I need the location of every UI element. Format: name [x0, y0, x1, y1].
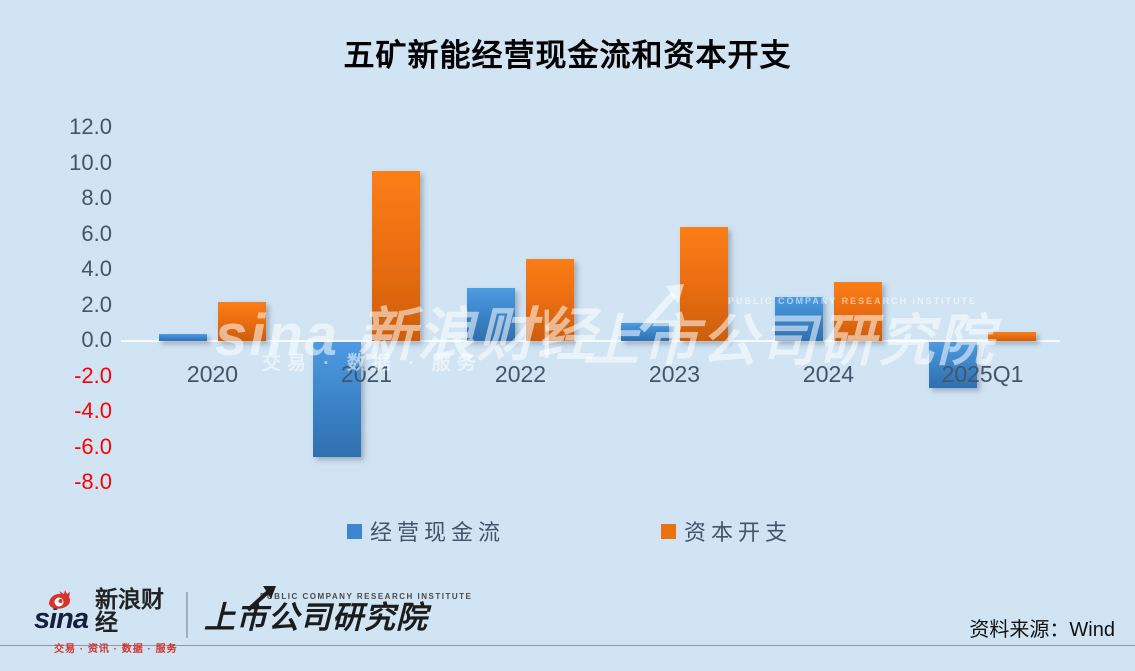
x-label-2022: 2022: [494, 361, 547, 387]
sina-eye-icon: [49, 590, 71, 609]
x-label-2020: 2020: [186, 361, 239, 387]
data-source-label: 资料来源：Wind: [969, 619, 1115, 641]
bar-2024-capex: [834, 282, 882, 341]
y-tick-8: 8.0: [81, 185, 112, 210]
sina-brand-text: 新浪财经: [95, 586, 165, 635]
legend-swatch-orange: [661, 523, 676, 539]
x-label-2023: 2023: [648, 361, 701, 387]
y-tick--2: -2.0: [74, 362, 112, 388]
y-tick--8: -8.0: [74, 469, 112, 494]
y-tick--6: -6.0: [74, 433, 112, 459]
y-tick-0: 0.0: [81, 327, 112, 352]
zero-axis-line: [121, 340, 1060, 342]
institute-en-text: PUBLIC COMPANY RESEARCH INSTITUTE: [260, 592, 473, 601]
y-tick-4: 4.0: [81, 256, 112, 281]
sina-finance-logo: sina 新浪财经 交易 · 资讯 · 数据 · 服务: [34, 586, 184, 656]
legend-item-capex: 资本开支: [661, 518, 793, 545]
sina-tagline: 交易 · 资讯 · 数据 · 服务: [54, 644, 178, 655]
bar-2024-cashflow: [775, 296, 823, 341]
bar-2021-capex: [372, 170, 420, 341]
y-tick-2: 2.0: [81, 291, 112, 317]
bar-2022-cashflow: [467, 287, 515, 341]
y-tick-12: 12.0: [69, 114, 112, 139]
x-label-2024: 2024: [802, 361, 855, 387]
legend-swatch-blue: [347, 523, 362, 539]
bar-2022-capex: [526, 259, 574, 341]
institute-logo: PUBLIC COMPANY RESEARCH INSTITUTE 上市公司研究…: [204, 586, 473, 635]
bar-2020-cashflow: [159, 333, 207, 341]
bar-2025Q1-capex: [988, 332, 1036, 341]
bar-2023-cashflow: [621, 323, 669, 341]
bar-2021-cashflow: [313, 342, 361, 458]
y-tick--4: -4.0: [74, 398, 112, 423]
institute-arrow-icon: [246, 586, 276, 612]
footer-logo-separator: [186, 592, 188, 638]
x-label-2025Q1: 2025Q1: [941, 361, 1024, 387]
chart-title: 五矿新能经营现金流和资本开支: [343, 38, 792, 73]
legend-item-operating-cashflow: 经营现金流: [347, 518, 506, 545]
y-tick-6: 6.0: [81, 220, 112, 246]
sina-logo-text: sina: [34, 603, 89, 635]
footer-divider-line: [0, 645, 1135, 646]
bar-2023-capex: [680, 227, 728, 341]
bar-2020-capex: [218, 301, 266, 341]
x-label-2021: 2021: [340, 361, 393, 387]
bar-2025Q1-cashflow: [929, 342, 977, 389]
y-tick-10: 10.0: [69, 149, 112, 175]
legend-label-operating-cashflow: 经营现金流: [370, 520, 506, 545]
legend-label-capex: 资本开支: [684, 520, 793, 545]
institute-cn-text: 上市公司研究院: [204, 600, 428, 635]
